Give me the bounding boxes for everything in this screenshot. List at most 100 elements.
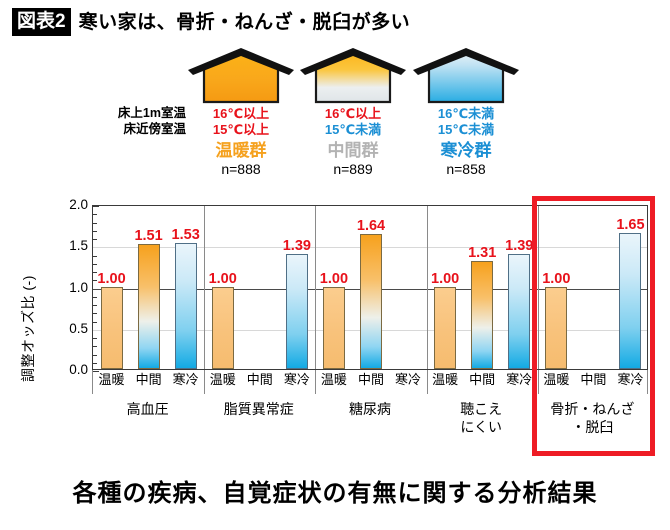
- y-minor-tick: [93, 338, 97, 339]
- x-subcategory-label: 寒冷: [283, 372, 310, 387]
- group-n-warm: n=888: [221, 160, 261, 177]
- y-axis-title: 調整オッズ比 (-): [20, 275, 36, 382]
- temp-lower-warm: 15℃以上: [212, 122, 270, 138]
- temp-lower-mid: 15℃未満: [324, 122, 382, 138]
- legend-block: 床上1m室温 床近傍室温 16℃以上 15℃以上 温暖群 n=888: [0, 48, 670, 188]
- y-minor-tick: [93, 263, 97, 265]
- x-subcategory-label: 寒冷: [172, 372, 199, 387]
- figure-caption: 各種の疾病、自覚症状の有無に関する分析結果: [72, 480, 598, 507]
- x-category-label: 聴こえ にくい: [460, 401, 503, 435]
- bar: [322, 286, 345, 369]
- y-minor-tick: [93, 239, 97, 240]
- x-subcategory-label: 温暖: [320, 372, 347, 387]
- x-category-label: 脂質異常症: [223, 401, 294, 417]
- bar-value-label: 1.00: [542, 270, 571, 287]
- y-minor-tick: [93, 280, 97, 282]
- group-n-cold: n=858: [446, 160, 486, 177]
- y-minor-tick: [93, 222, 97, 224]
- y-tick-label: 1.5: [69, 238, 88, 254]
- y-minor-tick: [93, 214, 97, 216]
- x-subcategory-label: 中間: [469, 372, 496, 387]
- group-separator: [426, 370, 428, 394]
- group-separator: [537, 370, 539, 394]
- bar: [137, 244, 160, 369]
- x-subcategory-label: 中間: [357, 372, 384, 387]
- y-minor-tick: [93, 296, 97, 298]
- title-text: 寒い家は、骨折・ねんざ・脱臼が多い: [78, 11, 411, 33]
- y-minor-tick: [93, 371, 99, 372]
- y-tick-label: 0.5: [69, 320, 88, 336]
- legend-row-labels: 床上1m室温 床近傍室温: [108, 106, 186, 137]
- bar-value-label: 1.00: [431, 270, 460, 287]
- row-label-lower: 床近傍室温: [123, 121, 186, 136]
- group-separator: [315, 370, 317, 394]
- bar: [285, 254, 308, 369]
- x-subcategory-label: 温暖: [432, 372, 459, 387]
- y-minor-tick: [93, 313, 97, 315]
- bar: [434, 286, 457, 369]
- temp-upper-warm: 16℃以上: [212, 106, 270, 121]
- y-axis-ticks: 0.0 0.5 1.0 1.5 2.0: [44, 196, 88, 466]
- group-separator: [426, 206, 428, 369]
- bar: [100, 286, 123, 369]
- x-axis-subcategory-row: 温暖 中間 寒冷 温暖 中間 寒冷 温暖 中間 寒冷 温暖 中間 寒冷 温暖 中間 寒冷: [92, 370, 648, 394]
- group-n-mid: n=889: [333, 160, 373, 177]
- y-minor-tick: [93, 354, 97, 356]
- legend-group-mid: 16℃以上 15℃未満 中間群 n=889: [298, 48, 408, 178]
- legend-group-warm: 16℃以上 15℃以上 温暖群 n=888: [186, 48, 296, 178]
- bar-value-label: 1.31: [468, 244, 497, 261]
- page-title: 図表2 寒い家は、骨折・ねんざ・脱臼が多い: [12, 8, 410, 36]
- bar: [360, 233, 382, 369]
- x-subcategory-label: 中間: [135, 372, 162, 387]
- bar-value-label: 1.51: [134, 228, 163, 245]
- plot-area: 1.00 1.51 1.53 1.00 1.39 1.00 1.64 1.00 1.31 1.39…: [92, 205, 648, 372]
- x-subcategory-label: 寒冷: [395, 372, 422, 387]
- y-tick-label: 0.0: [69, 362, 88, 377]
- x-subcategory-label: 中間: [246, 372, 273, 387]
- y-minor-tick: [93, 255, 97, 257]
- group-separator: [537, 206, 539, 369]
- group-separator: [204, 370, 206, 394]
- legend-group-cold: 16℃未満 15℃未満 寒冷群 n=858: [411, 48, 521, 178]
- bar-value-label: 1.53: [171, 226, 200, 243]
- x-category-label: 高血圧: [126, 401, 169, 417]
- y-minor-tick: [93, 346, 97, 348]
- y-minor-tick: [93, 321, 97, 323]
- bar: [211, 286, 234, 369]
- bar-value-label: 1.00: [319, 270, 349, 287]
- x-subcategory-label: 温暖: [209, 372, 236, 387]
- bar-value-label: 1.00: [208, 270, 237, 287]
- y-minor-tick: [93, 305, 97, 306]
- x-subcategory-label: 中間: [580, 372, 607, 387]
- bar-value-label: 1.64: [356, 217, 386, 234]
- group-name-cold: 寒冷群: [440, 140, 492, 160]
- temp-upper-mid: 16℃以上: [324, 106, 382, 121]
- y-minor-tick: [93, 272, 97, 273]
- bar-value-label: 1.00: [97, 270, 126, 287]
- house-mid-icon: [300, 48, 406, 104]
- x-subcategory-label: 寒冷: [617, 372, 644, 387]
- y-minor-tick: [93, 206, 99, 207]
- x-category-label: 糖尿病: [348, 401, 391, 417]
- bar-value-label: 1.39: [282, 238, 311, 255]
- group-separator: [315, 206, 317, 369]
- x-category-label: 骨折・ねんざ ・脱臼: [550, 401, 635, 435]
- group-name-mid: 中間群: [327, 140, 379, 160]
- row-label-upper: 床上1m室温: [117, 106, 186, 120]
- temp-lower-cold: 15℃未満: [437, 122, 495, 138]
- temp-upper-cold: 16℃未満: [437, 106, 495, 121]
- bar: [545, 286, 568, 369]
- bar: [174, 242, 197, 369]
- y-tick-label: 2.0: [69, 197, 88, 212]
- bar: [619, 232, 642, 369]
- figure-number-badge: 図表2: [12, 8, 71, 36]
- house-cold-icon: [413, 48, 519, 104]
- bar: [508, 254, 531, 369]
- y-minor-tick: [93, 362, 97, 364]
- house-warm-icon: [188, 48, 294, 104]
- x-subcategory-label: 温暖: [98, 372, 125, 387]
- x-subcategory-label: 寒冷: [506, 372, 533, 387]
- bar: [471, 260, 494, 369]
- bar-value-label: 1.65: [616, 216, 645, 233]
- y-minor-tick: [93, 230, 97, 232]
